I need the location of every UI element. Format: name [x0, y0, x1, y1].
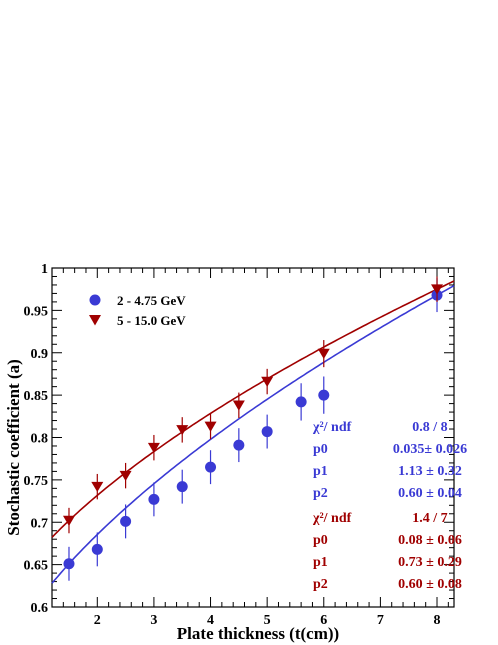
- data-point-circle: [91, 543, 103, 555]
- stat-value: 0.8 / 8: [412, 420, 447, 435]
- data-point-circle: [261, 426, 273, 438]
- data-point-triangle: [62, 515, 75, 526]
- x-tick-label: 5: [264, 613, 271, 628]
- data-point-triangle: [204, 421, 217, 432]
- stat-label: p1: [313, 464, 328, 479]
- data-point-triangle: [176, 425, 189, 436]
- y-tick-label: 0.65: [24, 559, 49, 574]
- data-point-circle: [205, 461, 217, 473]
- stat-value: 0.60 ± 0.04: [398, 486, 462, 501]
- stat-label: p2: [313, 486, 328, 501]
- axis-ticks: [51, 267, 454, 608]
- legend-label: 2 - 4.75 GeV: [117, 293, 186, 308]
- data-point-circle: [318, 389, 330, 401]
- legend-label: 5 - 15.0 GeV: [117, 313, 186, 328]
- y-tick-label: 0.7: [31, 516, 49, 531]
- y-tick-label: 0.6: [31, 601, 49, 616]
- fit-curve: [51, 284, 455, 584]
- x-tick-label: 4: [207, 613, 214, 628]
- y-tick-label: 0.8: [31, 432, 49, 447]
- stat-value: 0.035± 0.026: [393, 442, 467, 457]
- plot-frame: [51, 267, 455, 608]
- data-point-triangle: [91, 481, 104, 493]
- y-tick-label: 0.85: [24, 389, 49, 404]
- data-point-triangle: [119, 470, 132, 482]
- legend-marker-triangle: [89, 315, 101, 326]
- stat-value: 0.73 ± 0.29: [398, 555, 462, 570]
- stat-label: χ²/ ndf: [312, 511, 352, 526]
- data-point-circle: [295, 396, 307, 408]
- data-point-circle: [176, 481, 188, 493]
- y-tick-label: 1: [41, 262, 48, 277]
- fit-statistics: χ²/ ndf 0.8 / 8 p0 0.035± 0.026 p1 1.13 ± 0.3…: [312, 420, 467, 592]
- stat-label: p0: [313, 533, 328, 548]
- data-markers: [62, 276, 444, 581]
- data-point-triangle: [232, 400, 245, 411]
- stat-value: 1.13 ± 0.32: [398, 464, 462, 479]
- legend-marker-circle: [89, 294, 101, 306]
- x-tick-label: 3: [150, 613, 157, 628]
- y-tick-label: 0.9: [31, 347, 49, 362]
- fit-curve: [51, 280, 455, 538]
- fit-curves: [51, 280, 455, 584]
- data-point-triangle: [261, 376, 274, 387]
- stat-value: 0.08 ± 0.06: [398, 533, 462, 548]
- axis-tick-labels: 2 3 4 5 6 7 8 0.6 0.65 0.7 0.75 0.8 0.85 0.9 0.95 1: [24, 262, 441, 628]
- data-point-triangle: [431, 284, 444, 295]
- data-point-circle: [63, 558, 75, 570]
- data-point-triangle: [317, 348, 330, 359]
- stat-value: 1.4 / 7: [412, 511, 447, 526]
- stat-label: χ²/ ndf: [312, 420, 352, 435]
- x-axis-title: Plate thickness (t(cm)): [177, 624, 339, 643]
- legend: 2 - 4.75 GeV 5 - 15.0 GeV: [89, 293, 186, 328]
- y-tick-label: 0.75: [24, 474, 49, 489]
- x-tick-label: 6: [320, 613, 327, 628]
- data-point-circle: [148, 493, 160, 505]
- stat-label: p2: [313, 577, 328, 592]
- data-point-circle: [233, 439, 245, 451]
- y-tick-label: 0.95: [24, 304, 49, 319]
- y-axis-title: Stochastic coefficient (a): [4, 359, 23, 536]
- stat-value: 0.60 ± 0.08: [398, 577, 462, 592]
- x-tick-label: 2: [94, 613, 101, 628]
- x-tick-label: 8: [434, 613, 441, 628]
- data-point-circle: [120, 515, 132, 527]
- x-tick-label: 7: [377, 613, 384, 628]
- data-point-triangle: [147, 442, 160, 454]
- stat-label: p0: [313, 442, 328, 457]
- stat-label: p1: [313, 555, 328, 570]
